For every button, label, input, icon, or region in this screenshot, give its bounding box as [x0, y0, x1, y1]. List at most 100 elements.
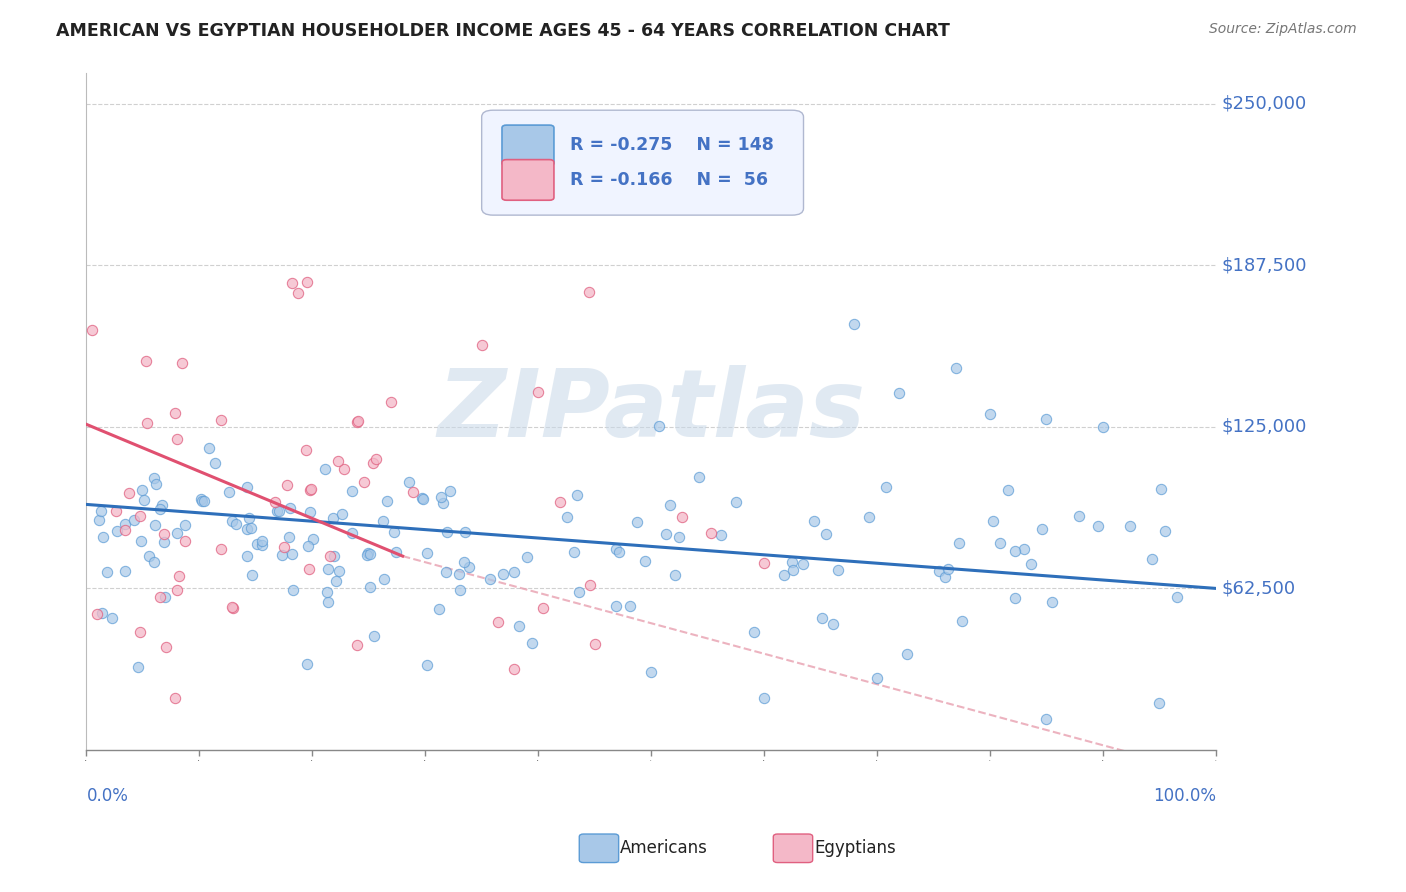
- Point: [578, 285, 600, 300]
- Point: [149, 502, 172, 516]
- Point: [875, 480, 897, 494]
- Point: [659, 499, 682, 513]
- Point: [318, 562, 340, 576]
- Point: [129, 533, 152, 548]
- Point: [449, 582, 471, 597]
- Point: [1091, 420, 1114, 434]
- Point: [82, 323, 104, 337]
- Point: [283, 582, 305, 597]
- Point: [166, 526, 188, 541]
- Point: [928, 564, 950, 578]
- Point: [191, 493, 214, 508]
- Point: [299, 482, 322, 496]
- Point: [190, 491, 212, 506]
- Point: [143, 556, 166, 570]
- Point: [416, 658, 439, 673]
- Point: [122, 513, 145, 527]
- Point: [664, 567, 686, 582]
- Point: [700, 525, 723, 540]
- Point: [1119, 519, 1142, 533]
- Point: [346, 416, 368, 430]
- Point: [607, 545, 630, 559]
- Point: [668, 530, 690, 544]
- Text: ZIPatlas: ZIPatlas: [437, 366, 865, 458]
- Point: [132, 493, 155, 508]
- Point: [936, 562, 959, 576]
- Point: [626, 515, 648, 529]
- Point: [366, 451, 388, 466]
- Point: [562, 545, 585, 559]
- Point: [479, 572, 502, 586]
- Point: [432, 496, 454, 510]
- Point: [149, 591, 172, 605]
- Point: [193, 494, 215, 508]
- Point: [858, 509, 880, 524]
- Point: [844, 317, 866, 331]
- Point: [453, 555, 475, 569]
- FancyBboxPatch shape: [502, 160, 554, 200]
- Point: [555, 510, 578, 524]
- Point: [127, 660, 149, 674]
- Point: [269, 504, 291, 518]
- Point: [114, 516, 136, 531]
- Text: AMERICAN VS EGYPTIAN HOUSEHOLDER INCOME AGES 45 - 64 YEARS CORRELATION CHART: AMERICAN VS EGYPTIAN HOUSEHOLDER INCOME …: [56, 22, 950, 40]
- Point: [363, 629, 385, 643]
- Point: [198, 441, 221, 455]
- Point: [209, 542, 232, 557]
- Point: [447, 567, 470, 582]
- Point: [492, 567, 515, 582]
- Point: [221, 514, 243, 528]
- Point: [266, 504, 288, 518]
- Text: 100.0%: 100.0%: [1153, 787, 1216, 805]
- Point: [1154, 524, 1177, 539]
- Point: [297, 275, 319, 289]
- Point: [981, 514, 1004, 528]
- Point: [772, 567, 794, 582]
- Point: [634, 553, 657, 567]
- Point: [380, 395, 402, 409]
- Point: [135, 353, 157, 368]
- Point: [814, 526, 837, 541]
- Point: [889, 386, 911, 401]
- Point: [439, 484, 461, 499]
- Point: [502, 566, 524, 580]
- Point: [225, 517, 247, 532]
- Point: [671, 510, 693, 524]
- Point: [948, 536, 970, 550]
- Point: [416, 546, 439, 560]
- Point: [502, 662, 524, 676]
- Text: R = -0.275    N = 148: R = -0.275 N = 148: [569, 136, 773, 154]
- Point: [221, 601, 243, 615]
- Point: [105, 524, 128, 538]
- Point: [328, 564, 350, 578]
- Point: [170, 356, 193, 370]
- Point: [276, 477, 298, 491]
- Point: [129, 509, 152, 524]
- Point: [988, 536, 1011, 550]
- Point: [357, 545, 380, 559]
- Point: [204, 456, 226, 470]
- Point: [454, 525, 477, 540]
- Point: [375, 493, 398, 508]
- Point: [1147, 697, 1170, 711]
- FancyBboxPatch shape: [502, 125, 554, 166]
- Point: [153, 591, 176, 605]
- Point: [114, 564, 136, 578]
- Point: [934, 570, 956, 584]
- Point: [531, 600, 554, 615]
- Point: [979, 407, 1001, 421]
- Text: $250,000: $250,000: [1222, 95, 1306, 113]
- Point: [821, 616, 844, 631]
- Point: [1087, 519, 1109, 533]
- Point: [218, 485, 240, 500]
- Point: [1004, 591, 1026, 606]
- Point: [648, 418, 671, 433]
- Point: [896, 647, 918, 661]
- Point: [527, 384, 550, 399]
- Point: [353, 475, 375, 490]
- Point: [298, 483, 321, 498]
- Point: [411, 491, 433, 505]
- Point: [236, 522, 259, 536]
- Point: [287, 285, 309, 300]
- Point: [1035, 412, 1057, 426]
